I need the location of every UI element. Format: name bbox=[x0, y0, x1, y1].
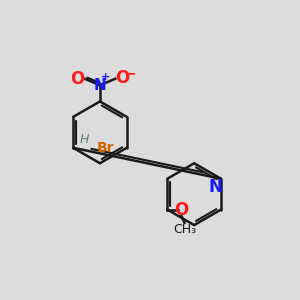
Text: CH₃: CH₃ bbox=[173, 223, 196, 236]
Text: N: N bbox=[94, 78, 106, 93]
Text: O: O bbox=[70, 70, 84, 88]
Text: O: O bbox=[116, 69, 130, 87]
Text: Br: Br bbox=[97, 141, 114, 155]
Text: −: − bbox=[125, 66, 136, 80]
Text: N: N bbox=[209, 178, 223, 196]
Text: +: + bbox=[100, 72, 110, 82]
Text: O: O bbox=[174, 201, 189, 219]
Text: H: H bbox=[80, 133, 89, 146]
